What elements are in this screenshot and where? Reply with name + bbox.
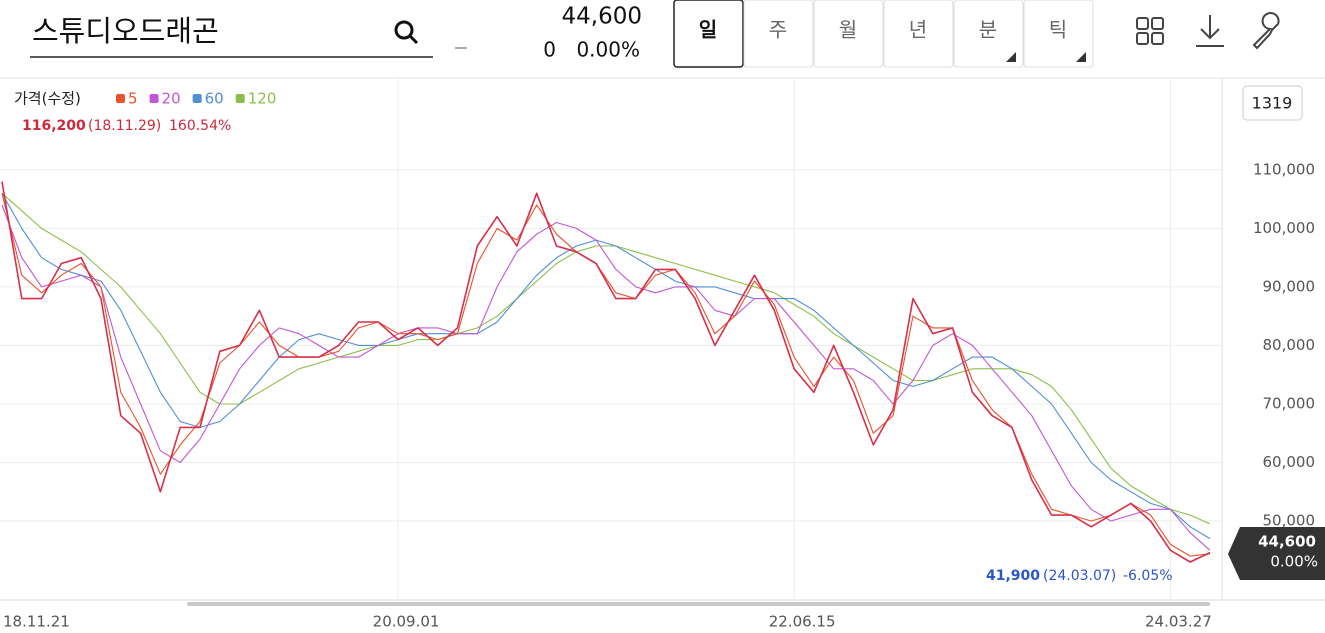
legend: 5 20 60 120 [116, 90, 276, 108]
tab-corner [1006, 52, 1016, 62]
tab[interactable] [813, 0, 884, 68]
y-tick-label: 60,000 [1263, 453, 1316, 471]
ma-line [1, 204, 1211, 551]
low-pct: -6.05% [1123, 568, 1173, 584]
legend-label: 120 [248, 90, 277, 108]
settings-icon[interactable] [1252, 12, 1280, 50]
last-price-tag [1228, 527, 1325, 580]
legend-swatch [235, 94, 245, 103]
low-price: 41,900 [986, 568, 1040, 584]
high-price: 116,200 [22, 118, 86, 134]
y-tick-label: 90,000 [1263, 277, 1316, 295]
plot: 50,000 60,000 70,000 80,000 90,000 100,000 110… [0, 78, 1315, 631]
download-icon[interactable] [1196, 15, 1224, 47]
last-pct: 0.00% [1270, 553, 1318, 571]
x-tick-label: 22.06.15 [769, 613, 836, 631]
current-price: 44,600 [562, 4, 642, 30]
legend-swatch [192, 94, 202, 103]
y-tick-label: 100,000 [1253, 219, 1315, 237]
legend-price: 가격(수정) [14, 90, 81, 108]
x-tick-label: 18.11.21 [3, 613, 70, 631]
tab-label[interactable]: 주 [769, 18, 787, 42]
x-tick-label: 24.03.27 [1145, 613, 1212, 631]
tab[interactable] [743, 0, 814, 68]
high-pct: 160.54% [169, 118, 231, 134]
last-price: 44,600 [1258, 533, 1316, 551]
legend-label: 60 [205, 90, 224, 108]
tab[interactable] [673, 0, 744, 68]
count-box[interactable] [1242, 85, 1303, 121]
change: 0 [543, 38, 556, 62]
legend-label: 20 [162, 90, 181, 108]
tab[interactable] [883, 0, 954, 68]
tab-label[interactable]: 분 [979, 18, 997, 42]
legend-swatch [149, 94, 159, 103]
legend-swatch [116, 94, 125, 103]
stock-name[interactable]: 스튜디오드래곤 [32, 14, 219, 48]
candle-count[interactable]: 1319 [1252, 94, 1293, 113]
tab[interactable] [953, 0, 1024, 68]
tab-label[interactable]: 년 [909, 18, 927, 42]
grid-icon[interactable] [1136, 17, 1164, 45]
change-pct: 0.00% [576, 38, 640, 62]
x-tick-label: 20.09.01 [373, 613, 440, 631]
low-date: (24.03.07) [1043, 568, 1116, 584]
tab-corner [1076, 52, 1086, 62]
y-tick-label: 70,000 [1263, 394, 1316, 412]
ma-line [1, 192, 1211, 525]
y-tick-label: 80,000 [1263, 336, 1316, 354]
tab-label[interactable]: 일 [699, 18, 717, 42]
search-icon[interactable] [394, 20, 419, 45]
tab-label[interactable]: 틱 [1049, 18, 1067, 42]
ma-line [1, 193, 1211, 540]
tab-label[interactable]: 월 [839, 18, 857, 42]
price-line [1, 181, 1211, 563]
y-tick-label: 50,000 [1263, 511, 1316, 529]
legend-label: 5 [128, 90, 138, 108]
tab[interactable] [1023, 0, 1094, 68]
scrollbar[interactable] [187, 602, 1210, 606]
y-tick-label: 110,000 [1253, 160, 1315, 178]
high-date: (18.11.29) [88, 118, 161, 134]
